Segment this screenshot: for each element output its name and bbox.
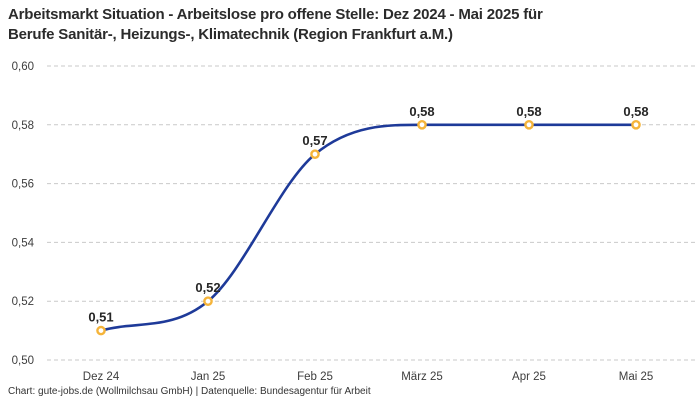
source-credit: Chart: gute-jobs.de (Wollmilchsau GmbH) … — [8, 386, 371, 397]
x-axis-tick-label: Apr 25 — [512, 371, 546, 383]
data-point-marker — [631, 120, 641, 130]
data-point-label: 0,51 — [88, 310, 113, 325]
data-point-marker — [417, 120, 427, 130]
x-axis-tick-label: Mai 25 — [619, 371, 654, 383]
y-axis-tick-label: 0,52 — [12, 296, 34, 308]
data-point-marker — [524, 120, 534, 130]
data-point-label: 0,58 — [516, 104, 541, 119]
chart-title: Arbeitsmarkt Situation - Arbeitslose pro… — [8, 5, 668, 45]
chart-title-line2: Berufe Sanitär-, Heizungs-, Klimatechnik… — [8, 26, 453, 43]
x-axis-tick-label: Feb 25 — [297, 371, 333, 383]
chart-title-line1: Arbeitsmarkt Situation - Arbeitslose pro… — [8, 6, 543, 23]
y-axis-tick-label: 0,56 — [12, 179, 34, 191]
data-point-label: 0,57 — [302, 133, 327, 148]
x-axis-tick-label: Dez 24 — [83, 371, 120, 383]
line-series — [99, 123, 638, 332]
data-point-marker — [310, 149, 320, 159]
x-axis-tick-label: Jan 25 — [191, 371, 226, 383]
x-axis-tick-label: März 25 — [401, 371, 443, 383]
data-point-marker — [96, 325, 106, 336]
data-point-label: 0,52 — [195, 280, 220, 295]
data-point-label: 0,58 — [409, 104, 434, 119]
y-axis-tick-label: 0,58 — [12, 120, 34, 132]
data-point-marker — [203, 296, 213, 307]
data-point-label: 0,58 — [623, 104, 648, 119]
y-axis-tick-label: 0,50 — [12, 355, 34, 367]
y-axis-tick-label: 0,54 — [12, 237, 35, 249]
y-axis-tick-label: 0,60 — [12, 61, 34, 73]
